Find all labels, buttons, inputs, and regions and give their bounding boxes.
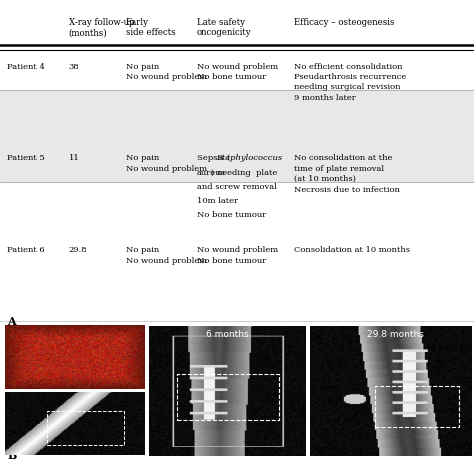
Text: Staphylococcus: Staphylococcus bbox=[217, 154, 283, 162]
Text: No pain
No wound problem: No pain No wound problem bbox=[126, 63, 207, 81]
Text: No bone tumour: No bone tumour bbox=[197, 211, 266, 219]
Text: 10m later: 10m later bbox=[197, 197, 237, 205]
Text: B: B bbox=[7, 450, 17, 461]
Text: Sepsis (: Sepsis ( bbox=[197, 154, 230, 162]
Text: No wound problem
No bone tumour: No wound problem No bone tumour bbox=[197, 246, 278, 265]
Text: Efficacy – osteogenesis: Efficacy – osteogenesis bbox=[294, 18, 394, 27]
Text: Late safety
oncogenicity: Late safety oncogenicity bbox=[197, 18, 251, 37]
Text: No consolidation at the
time of plate removal
(at 10 months)
Necrosis due to inf: No consolidation at the time of plate re… bbox=[294, 154, 400, 194]
Text: No pain
No wound problem: No pain No wound problem bbox=[126, 246, 207, 265]
Text: 29.8 months: 29.8 months bbox=[367, 330, 424, 339]
Bar bbox=[46, 411, 124, 445]
Text: and screw removal: and screw removal bbox=[197, 183, 277, 191]
Bar bbox=[0, 90, 474, 182]
Text: A: A bbox=[7, 316, 16, 326]
Text: 11: 11 bbox=[69, 154, 80, 162]
Text: 6 months: 6 months bbox=[206, 330, 249, 339]
Text: Early
side effects: Early side effects bbox=[126, 18, 175, 37]
Bar bbox=[177, 374, 279, 420]
Text: X-ray follow-up
(months): X-ray follow-up (months) bbox=[69, 18, 134, 37]
Text: 38: 38 bbox=[69, 63, 80, 71]
Text: No efficient consolidation
Pseudarthrosis recurrence
needing surgical revision
9: No efficient consolidation Pseudarthrosi… bbox=[294, 63, 406, 102]
Text: ) needing  plate: ) needing plate bbox=[211, 169, 278, 177]
Text: No pain
No wound problem: No pain No wound problem bbox=[126, 154, 207, 173]
Text: Patient 5: Patient 5 bbox=[7, 154, 45, 162]
Text: Patient 6: Patient 6 bbox=[7, 246, 45, 254]
Text: Patient 4: Patient 4 bbox=[7, 63, 45, 71]
Text: aureus: aureus bbox=[197, 169, 226, 177]
Bar bbox=[375, 386, 459, 428]
Text: No wound problem
No bone tumour: No wound problem No bone tumour bbox=[197, 63, 278, 81]
Text: 29.8: 29.8 bbox=[69, 246, 87, 254]
Text: Consolidation at 10 months: Consolidation at 10 months bbox=[294, 246, 410, 254]
